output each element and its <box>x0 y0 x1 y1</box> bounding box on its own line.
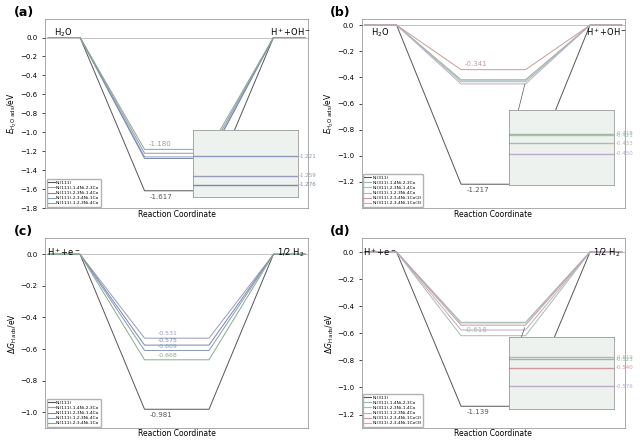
Legend: Ni(111), Ni(111)-1,4Ni-2,3Co, Ni(111)-2,3Ni-1,4Co, Ni(111)-1,2,3Ni-4Co, Ni(111)-: Ni(111), Ni(111)-1,4Ni-2,3Co, Ni(111)-2,… <box>47 399 100 427</box>
X-axis label: Reaction Coordinate: Reaction Coordinate <box>454 210 532 218</box>
Text: -1.217: -1.217 <box>467 187 490 193</box>
Text: H$^+$+OH$^-$: H$^+$+OH$^-$ <box>586 26 627 38</box>
Y-axis label: $E_{\mathrm{H_2O\ ads}}$/eV: $E_{\mathrm{H_2O\ ads}}$/eV <box>6 93 19 134</box>
Text: (c): (c) <box>13 226 33 238</box>
Text: -0.341: -0.341 <box>465 61 488 67</box>
Y-axis label: $\Delta G_{\mathrm{H\ ads}}$/eV: $\Delta G_{\mathrm{H\ ads}}$/eV <box>6 313 19 354</box>
Text: 1/2 H$_2$: 1/2 H$_2$ <box>593 246 620 258</box>
Text: (b): (b) <box>330 6 351 19</box>
Text: H$^+$+OH$^-$: H$^+$+OH$^-$ <box>269 26 311 38</box>
Text: 1/2 H$_2$: 1/2 H$_2$ <box>276 246 304 258</box>
Text: H$^+$+e$^-$: H$^+$+e$^-$ <box>363 246 397 258</box>
Text: -0.531: -0.531 <box>157 331 177 336</box>
Text: -0.668: -0.668 <box>157 353 177 358</box>
Text: H$^+$+e$^-$: H$^+$+e$^-$ <box>47 246 80 258</box>
Y-axis label: $\Delta G_{\mathrm{H\ ads}}$/eV: $\Delta G_{\mathrm{H\ ads}}$/eV <box>323 313 335 354</box>
Text: (a): (a) <box>13 6 34 19</box>
Legend: Ni(311), Ni(311)-1,4Ni-2,3Co, Ni(311)-2,3Ni-1,4Co, Ni(311)-1,2,3Ni-4Co, Ni(311)-: Ni(311), Ni(311)-1,4Ni-2,3Co, Ni(311)-2,… <box>363 174 423 207</box>
Text: H$_2$O: H$_2$O <box>54 26 72 39</box>
Legend: Ni(111), Ni(111)-1,4Ni-2,3Co, Ni(111)-2,3Ni-1,4Co, Ni(111)-2,3,4Ni-1Co, Ni(111)-: Ni(111), Ni(111)-1,4Ni-2,3Co, Ni(111)-2,… <box>47 179 100 207</box>
Text: -0.609: -0.609 <box>157 344 177 349</box>
X-axis label: Reaction Coordinate: Reaction Coordinate <box>138 210 216 218</box>
X-axis label: Reaction Coordinate: Reaction Coordinate <box>454 429 532 438</box>
Text: -0.575: -0.575 <box>157 338 177 343</box>
Text: -0.618: -0.618 <box>465 327 488 333</box>
Y-axis label: $E_{\mathrm{H_2O\ ads}}$/eV: $E_{\mathrm{H_2O\ ads}}$/eV <box>322 93 335 134</box>
Text: -0.981: -0.981 <box>150 412 173 418</box>
Text: -1.180: -1.180 <box>148 140 171 147</box>
Legend: Ni(311), Ni(311)-1,4Ni-2,3Co, Ni(311)-2,3Ni-1,4Co, Ni(311)-1,2,3Ni-4Co, Ni(311)-: Ni(311), Ni(311)-1,4Ni-2,3Co, Ni(311)-2,… <box>363 394 423 427</box>
Text: (d): (d) <box>330 226 351 238</box>
Text: H$_2$O: H$_2$O <box>371 26 389 39</box>
Text: -1.617: -1.617 <box>150 194 173 200</box>
X-axis label: Reaction Coordinate: Reaction Coordinate <box>138 429 216 438</box>
Text: -1.139: -1.139 <box>467 409 490 415</box>
